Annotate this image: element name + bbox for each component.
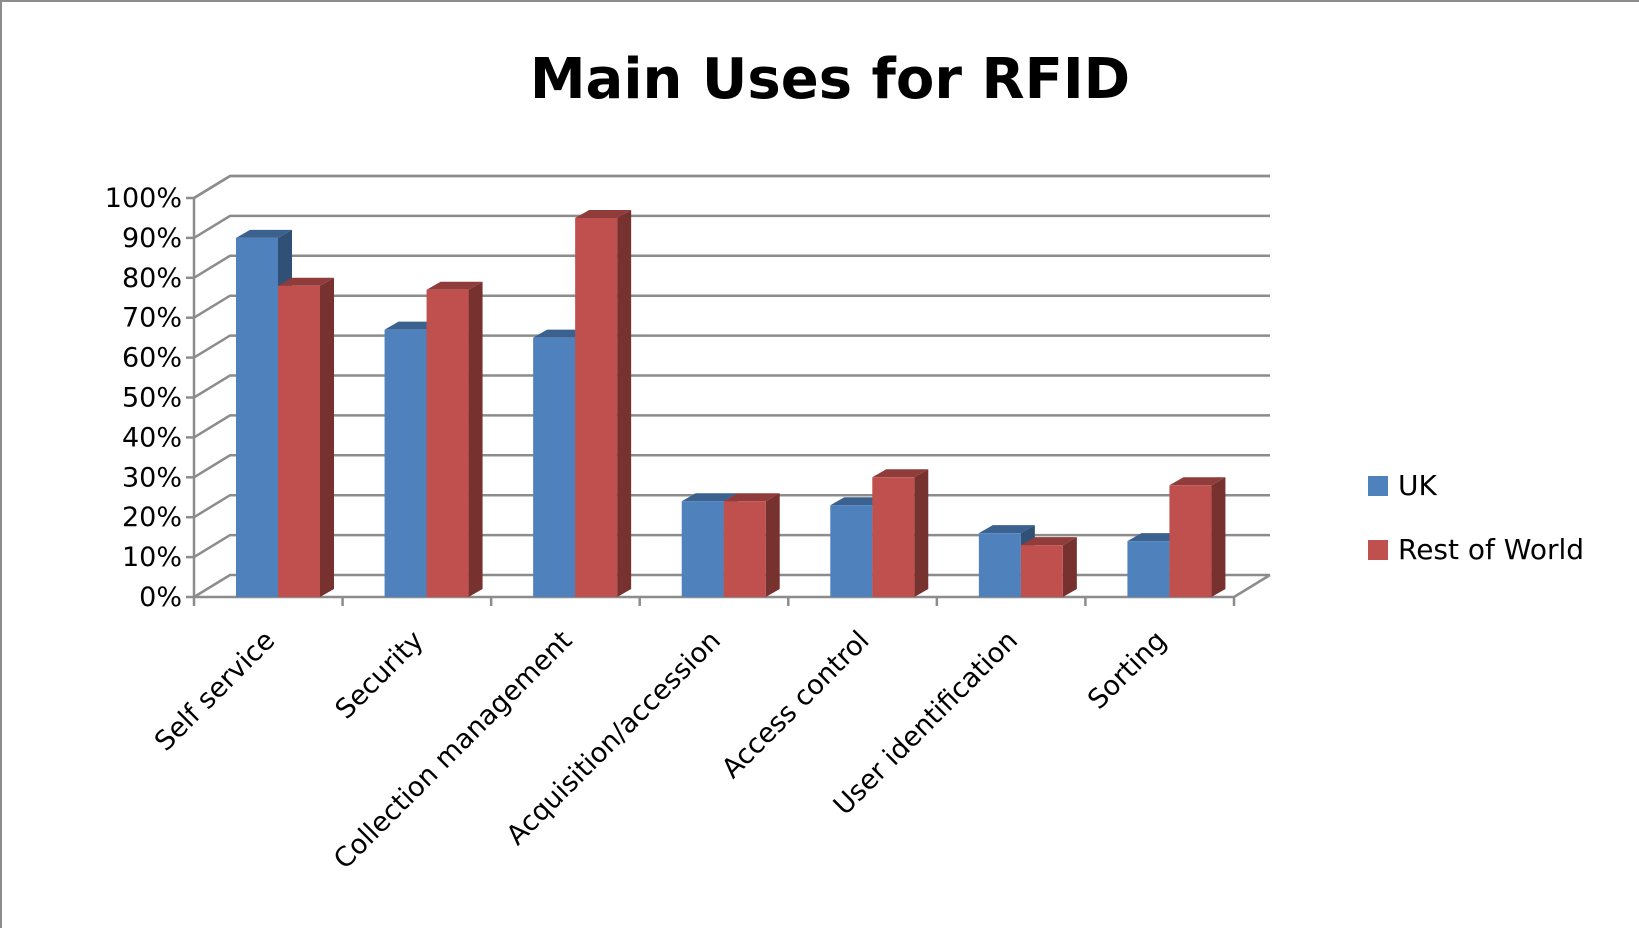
bar-front <box>236 237 278 597</box>
bar-front <box>1127 541 1170 597</box>
bar-rest-of-world <box>575 209 632 597</box>
bar-rest-of-world <box>723 493 780 597</box>
bar-front <box>278 285 320 597</box>
bar-front <box>426 289 469 597</box>
bar-top <box>575 209 632 218</box>
bar-front <box>575 217 618 597</box>
bar-front <box>978 533 1021 597</box>
bar-top <box>723 493 780 502</box>
bar-front <box>723 501 766 597</box>
legend-label: UK <box>1398 469 1437 502</box>
bar-top <box>1169 477 1226 486</box>
bar-front <box>830 505 873 597</box>
y-tick-label: 10% <box>122 542 182 573</box>
bar-top <box>236 229 292 238</box>
gridline <box>193 294 1270 319</box>
bar-top <box>426 281 483 290</box>
x-axis-label: Collection management <box>328 625 578 875</box>
legend: UK Rest of World <box>1368 469 1584 566</box>
bars <box>236 209 1226 597</box>
chart-title: Main Uses for RFID <box>530 47 1130 112</box>
y-tick-label: 40% <box>122 422 182 453</box>
gridline <box>193 374 1270 399</box>
bar-top <box>278 277 334 286</box>
floor-edge <box>1233 573 1271 599</box>
y-axis-ticks: 0% 10% 20% 30% 40% 50% 60% 70% 80% 90% 100% <box>105 183 182 613</box>
bar-side <box>1062 537 1077 597</box>
y-tick-label: 0% <box>139 582 182 613</box>
y-tick-label: 90% <box>122 223 182 254</box>
bar-side <box>468 281 483 597</box>
x-axis-label: Sorting <box>1082 625 1173 716</box>
gridline <box>193 174 1270 200</box>
bar-top <box>681 493 738 502</box>
bar-side <box>1211 477 1226 597</box>
bar-rest-of-world <box>1020 537 1077 597</box>
bar-front <box>681 501 724 597</box>
y-tick-label: 70% <box>122 303 182 334</box>
bar-side <box>914 469 929 597</box>
gridline <box>193 254 1270 279</box>
gridline <box>193 214 1270 239</box>
y-tick-label: 20% <box>122 502 182 533</box>
y-tick-label: 60% <box>122 343 182 374</box>
bar-front <box>872 477 915 597</box>
bar-top <box>978 525 1035 534</box>
x-axis-label: Self service <box>149 625 281 757</box>
gridline <box>193 334 1270 359</box>
bar-front <box>1169 485 1212 597</box>
y-tick-label: 30% <box>122 462 182 493</box>
legend-swatch <box>1368 476 1388 496</box>
legend-swatch <box>1368 540 1388 560</box>
bar-rest-of-world <box>872 469 929 597</box>
y-tick-label: 50% <box>122 383 182 414</box>
bar-front <box>533 337 576 597</box>
legend-label: Rest of World <box>1398 533 1584 566</box>
bar-front <box>384 329 427 597</box>
y-tick-label: 100% <box>105 183 182 214</box>
bar-side <box>617 209 632 597</box>
bar-side <box>765 493 780 597</box>
bar-top <box>872 469 929 478</box>
bar-front <box>1020 545 1063 597</box>
y-tick-label: 80% <box>122 263 182 294</box>
bar-side <box>320 277 334 597</box>
gridline <box>193 414 1270 439</box>
x-axis-label: Security <box>329 625 429 725</box>
bar-rest-of-world <box>1169 477 1226 597</box>
gridline <box>193 454 1270 479</box>
bar-rest-of-world <box>426 281 483 597</box>
bar-rest-of-world <box>278 277 334 597</box>
bar-top <box>1020 537 1077 546</box>
x-axis-label: Access control <box>716 625 876 785</box>
